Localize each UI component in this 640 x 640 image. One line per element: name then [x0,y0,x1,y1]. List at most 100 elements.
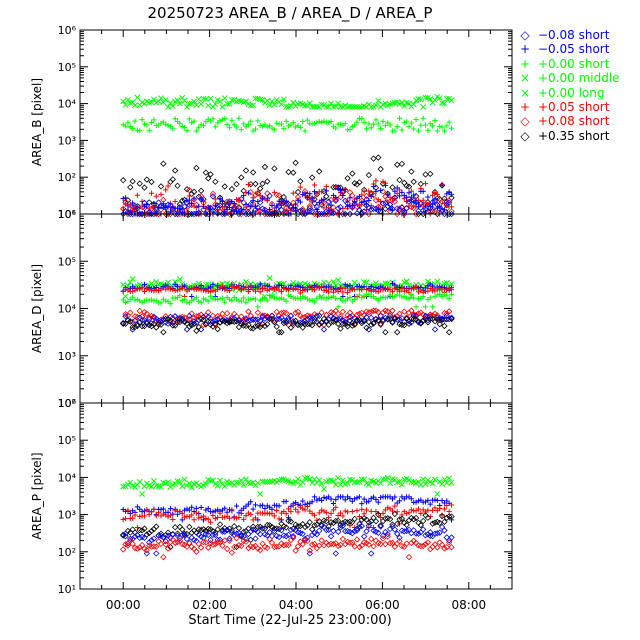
data-point [143,310,150,317]
data-point [316,312,323,319]
data-point [406,510,412,516]
data-point [361,188,367,194]
data-point [347,287,353,293]
data-point [205,531,212,539]
data-point [171,210,179,218]
data-point [392,503,398,509]
data-point [337,481,344,488]
data-point [353,181,361,188]
data-point [153,550,160,557]
data-point [172,278,179,285]
data-point [274,295,280,301]
data-point [294,543,302,550]
data-point [134,322,141,330]
data-point [448,517,455,523]
data-point [146,539,153,546]
y-axis-label: AREA_D [pixel] [30,264,44,353]
data-point [160,534,167,541]
data-point [365,519,373,526]
data-point [347,295,353,301]
data-point [188,201,195,209]
data-point [307,283,313,289]
data-point [122,293,129,300]
plot-frame [79,213,513,404]
data-point [141,534,148,541]
data-point [327,540,335,547]
data-point [181,97,188,104]
data-point [171,524,179,531]
data-point [193,294,200,301]
data-point [205,506,211,512]
data-series [120,283,455,300]
data-point [356,292,363,298]
data-point [384,315,391,323]
data-point [439,182,445,188]
data-point [257,96,264,103]
data-point [280,198,287,206]
data-point [266,522,273,529]
data-point [327,318,335,326]
data-point [415,498,422,504]
y-tick-label: 10² [58,397,76,410]
data-point [132,512,138,518]
y-tick-label: 10⁵ [58,255,76,268]
data-point [420,207,427,214]
data-point [219,117,226,123]
data-point [349,508,355,515]
data-series [120,291,455,310]
data-point [311,494,318,500]
data-point [333,504,339,511]
data-point [323,295,329,301]
data-point [386,539,394,547]
x-tick-label: 00:00 [106,598,141,612]
data-point [325,477,332,484]
legend-entry: + +0.05 short [518,100,638,114]
data-point [436,320,443,328]
data-point [127,535,134,543]
data-point [323,210,330,218]
data-point [257,289,263,295]
data-point [252,126,259,132]
data-point [130,125,136,131]
data-point [200,95,207,102]
data-point [243,201,249,208]
data-point [325,104,332,110]
data-point [172,295,178,301]
data-point [403,540,410,547]
data-point [349,322,356,329]
data-point [283,310,290,317]
data-point [120,532,127,539]
data-point [290,99,297,106]
y-tick-label: 10⁴ [58,471,77,484]
x-tick-label: 04:00 [279,598,314,612]
data-point [290,295,296,301]
data-point [238,477,245,484]
data-point [326,494,332,500]
data-point [264,521,271,529]
data-point [193,164,200,172]
data-point [410,197,417,204]
data-point [413,304,419,310]
data-point [308,195,316,202]
data-point [398,315,406,322]
data-point [242,167,250,174]
data-point [254,480,261,486]
data-point [250,198,256,204]
data-point [276,296,282,302]
data-point [389,289,396,295]
data-point [394,520,401,528]
data-point [156,288,162,294]
legend-label: +0.00 middle [538,71,620,86]
data-point [226,287,233,294]
data-point [365,481,372,488]
data-point [184,299,190,305]
data-point [158,300,164,306]
data-point [231,122,237,128]
data-point [337,510,344,516]
data-point [122,198,129,206]
data-point [373,117,379,123]
data-point [346,518,354,525]
data-point [130,200,136,206]
data-point [179,285,185,292]
data-point [448,502,455,508]
